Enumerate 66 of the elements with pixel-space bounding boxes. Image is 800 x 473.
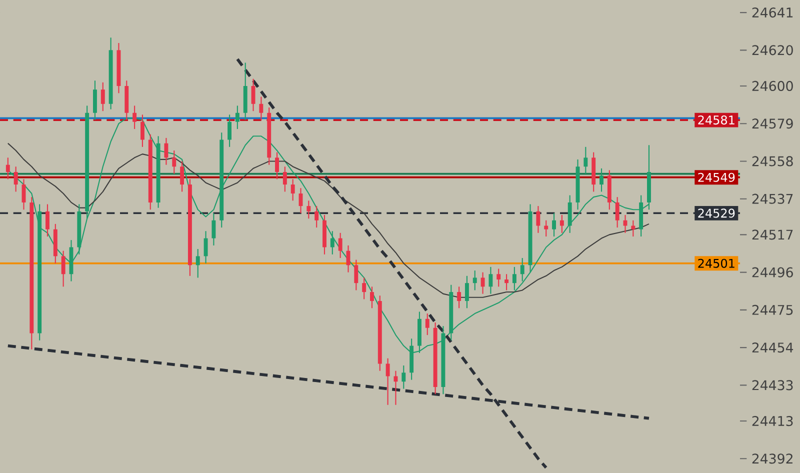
candlestick xyxy=(140,114,144,148)
y-tick-label: 24496 xyxy=(752,267,793,278)
candlestick xyxy=(488,266,493,294)
y-tick-label: 24600 xyxy=(752,80,793,92)
candlestick xyxy=(228,114,232,148)
candlestick xyxy=(180,160,184,192)
candlestick xyxy=(164,137,168,166)
candlestick xyxy=(362,277,366,300)
candlestick xyxy=(235,105,240,130)
y-tick-label: 24620 xyxy=(752,45,793,56)
y-tick-label: 24475 xyxy=(752,304,793,315)
candlestick xyxy=(275,152,279,180)
candlestick xyxy=(504,274,509,291)
y-tick-label: 24392 xyxy=(752,454,792,464)
ref-line-label: 24549 xyxy=(698,172,735,182)
candlestick xyxy=(394,370,398,406)
candlestick xyxy=(584,146,588,174)
candlestick xyxy=(46,204,50,238)
candlestick xyxy=(600,168,604,192)
ref-line-label: 24501 xyxy=(698,258,734,268)
ref-line-label: 24581 xyxy=(698,115,734,125)
candlestick xyxy=(552,212,556,238)
y-tick-label: 24558 xyxy=(752,156,793,166)
candlestick xyxy=(544,220,548,238)
candlestick xyxy=(6,157,10,180)
candlestick xyxy=(132,105,137,130)
candlestick xyxy=(464,275,469,309)
candlestick xyxy=(61,250,66,288)
candlestick xyxy=(615,196,620,228)
candlestick xyxy=(472,270,477,291)
candlestick xyxy=(196,248,200,278)
candlestick xyxy=(212,212,216,246)
candlestick xyxy=(386,358,390,406)
candlestick xyxy=(457,286,462,309)
candlestick xyxy=(290,178,295,202)
candlestick xyxy=(100,82,105,112)
y-tick-label: 24517 xyxy=(752,230,793,240)
y-tick-label: 24433 xyxy=(752,380,793,390)
y-tick-label: 24579 xyxy=(752,118,793,129)
candlestick xyxy=(402,364,406,390)
y-tick-label: 24537 xyxy=(752,194,793,204)
candlestick xyxy=(425,312,430,336)
ref-line-label: 24529 xyxy=(698,208,735,218)
candlestick xyxy=(314,205,319,228)
candlestick xyxy=(520,257,524,282)
candlestick xyxy=(338,232,342,259)
y-tick-label: 24413 xyxy=(752,416,793,426)
y-tick-label: 24454 xyxy=(752,342,794,353)
candlestick xyxy=(568,194,572,234)
candlestick xyxy=(204,230,208,264)
candlestick xyxy=(560,214,564,234)
candlestick xyxy=(282,166,287,192)
candlestick xyxy=(259,96,264,121)
candlestick xyxy=(14,166,18,192)
candlestick xyxy=(306,200,311,220)
candlestick xyxy=(354,259,358,291)
candlestick xyxy=(480,272,485,294)
candlestick xyxy=(330,230,334,255)
candlestick xyxy=(536,205,540,234)
candlestick xyxy=(631,220,636,238)
candlestick xyxy=(512,266,516,291)
candlestick xyxy=(172,150,176,174)
y-tick-label: 24641 xyxy=(752,7,793,18)
candlestick xyxy=(370,286,374,309)
candlestick xyxy=(496,268,501,288)
candlestick xyxy=(93,80,97,121)
